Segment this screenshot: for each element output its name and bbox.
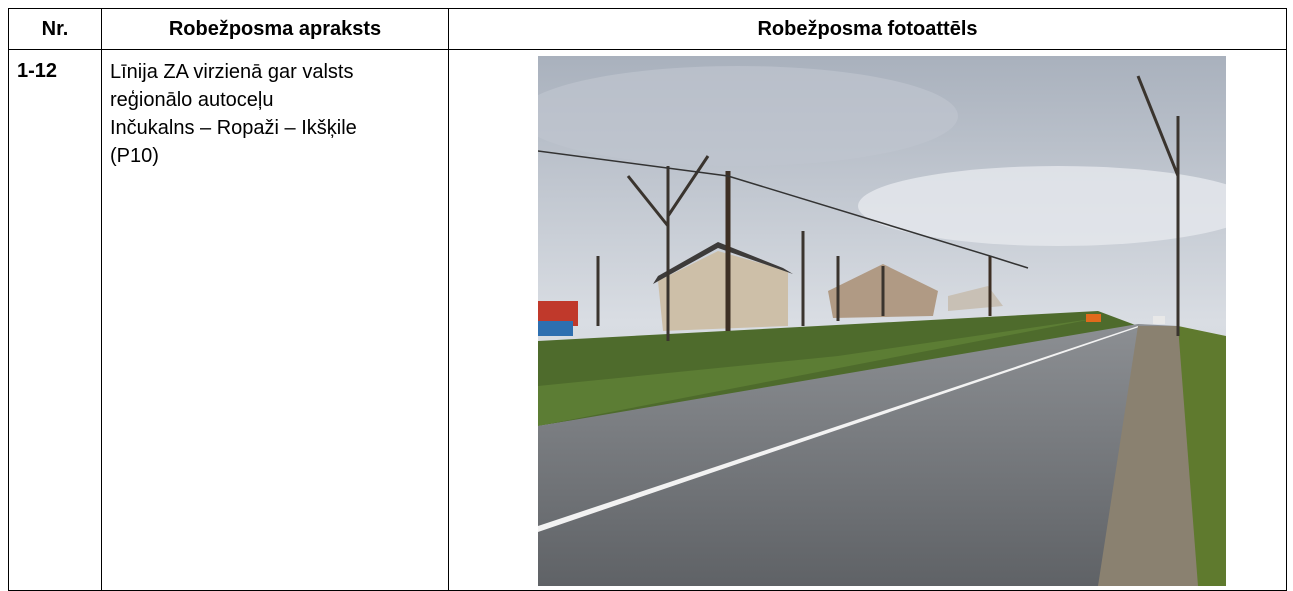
nr-cell: 1-12 xyxy=(8,49,102,591)
boundary-table: Nr. Robežposma apraksts Robežposma fotoa… xyxy=(8,8,1287,591)
header-cell: Robežposma apraksts xyxy=(101,8,449,50)
description-line: Inčukalns – Ropaži – Ikšķile xyxy=(110,117,357,139)
description-cell: Līnija ZA virzienā gar valsts reģionālo … xyxy=(101,49,449,591)
road-photo xyxy=(538,56,1226,586)
data-row: 1-12 Līnija ZA virzienā gar valsts reģio… xyxy=(8,49,1287,591)
header-cell: Nr. xyxy=(8,8,102,50)
description-line: reģionālo autoceļu xyxy=(110,89,274,111)
photo-cell xyxy=(448,49,1287,591)
header-row: Nr. Robežposma apraksts Robežposma fotoa… xyxy=(8,8,1287,50)
description-line: Līnija ZA virzienā gar valsts xyxy=(110,61,354,83)
header-cell: Robežposma fotoattēls xyxy=(448,8,1287,50)
description-line: (P10) xyxy=(110,145,159,167)
